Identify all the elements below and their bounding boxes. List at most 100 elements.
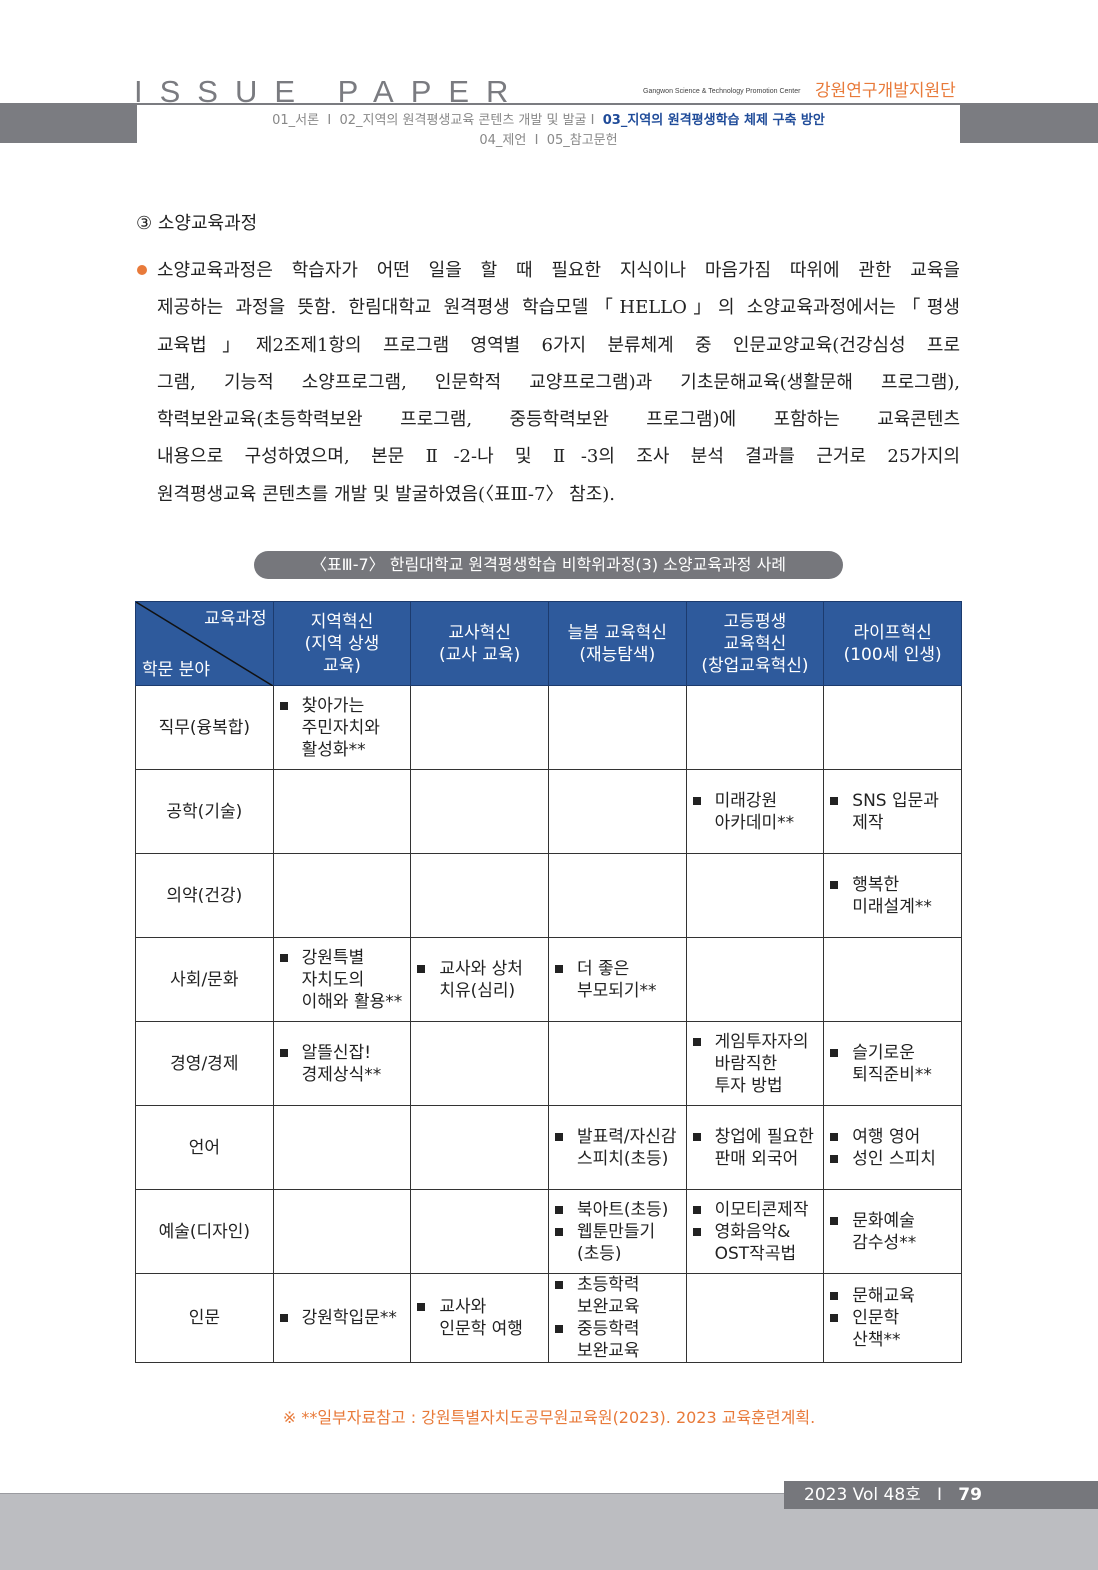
table-row: 의약(건강) 행복한 미래설계**: [135, 853, 962, 938]
column-header: 교사혁신 (교사 교육): [410, 601, 549, 686]
corner-bottom-label: 학문 분야: [142, 660, 210, 680]
cell-bullet-item: 알뜰신잡! 경제상식**: [278, 1042, 411, 1086]
cell-bullet-item: 북아트(초등): [553, 1199, 686, 1221]
table-cell: [823, 937, 962, 1022]
table-cell: [272, 1105, 412, 1190]
column-header: 늘봄 교육혁신 (재능탐색): [547, 601, 687, 686]
body-paragraph: 소양교육과정은 학습자가 어떤 일을 할 때 필요한 지식이나 마음가짐 따위에…: [137, 252, 960, 513]
table-cell: 미래강원 아카데미**: [685, 769, 825, 854]
cell-bullet-item: 여행 영어: [828, 1126, 961, 1148]
table-row: 직무(융복합) 찾아가는 주민자치와 활성화**: [135, 685, 962, 770]
cell-bullet-item: 창업에 필요한 판매 외국어: [691, 1126, 824, 1170]
cell-bullet-item: 초등학력 보완교육: [553, 1274, 686, 1318]
row-category: 사회/문화: [135, 937, 274, 1022]
table-row: 경영/경제 알뜰신잡! 경제상식** 게임투자자의 바람직한 투자 방법 슬기로운 퇴…: [135, 1021, 962, 1106]
table-cell: 여행 영어 성인 스피치: [823, 1105, 962, 1190]
table-cell: [823, 685, 962, 770]
table-cell: 찾아가는 주민자치와 활성화**: [272, 685, 412, 770]
nav-separator: I: [590, 113, 595, 128]
page-footer: 2023 Vol 48호 I 79: [784, 1481, 1098, 1509]
paragraph-line: 그램, 기능적 소양프로그램, 인문학적 교양프로그램)과 기초문해교육(생활문…: [157, 371, 960, 393]
row-category: 예술(디자인): [135, 1189, 274, 1274]
table-cell: 강원특별 자치도의 이해와 활용**: [272, 937, 412, 1022]
corner-top-label: 교육과정: [204, 609, 267, 629]
bullet-icon: [137, 265, 147, 275]
header-bar-left: [0, 103, 137, 143]
organization-name-ko: 강원연구개발지원단: [815, 81, 956, 101]
table-row: 공학(기술) 미래강원 아카데미** SNS 입문과 제작: [135, 769, 962, 854]
issue-paper-title: ISSUE PAPER: [134, 74, 526, 109]
table-cell: 초등학력 보완교육 중등학력 보완교육: [547, 1273, 687, 1363]
nav-item-intro[interactable]: 01_서론: [272, 113, 320, 128]
paragraph-line: 학력보완교육(초등학력보완 프로그램, 중등학력보완 프로그램)에 포함하는 교…: [157, 409, 960, 431]
cell-bullet-item: 인문학 산책**: [828, 1307, 961, 1351]
table-cell: [272, 769, 412, 854]
issue-number: 2023 Vol 48호: [804, 1485, 921, 1505]
curriculum-table: 교육과정 학문 분야 지역혁신 (지역 상생 교육) 교사혁신 (교사 교육) 늘봄…: [135, 601, 962, 1363]
corner-header-cell: 교육과정 학문 분야: [135, 601, 274, 686]
cell-bullet-item: 강원특별 자치도의 이해와 활용**: [278, 947, 411, 1013]
table-cell: [410, 685, 549, 770]
table-cell: [685, 853, 825, 938]
table-cell: [547, 853, 687, 938]
cell-bullet-item: 문화예술 감수성**: [828, 1210, 961, 1254]
table-caption: 〈표Ⅲ-7〉 한림대학교 원격평생학습 비학위과정(3) 소양교육과정 사례: [254, 551, 843, 579]
table-header-row: 교육과정 학문 분야 지역혁신 (지역 상생 교육) 교사혁신 (교사 교육) 늘봄…: [135, 601, 962, 686]
cell-bullet-item: 이모티콘제작: [691, 1199, 824, 1221]
table-row: 언어 발표력/자신감 스피치(초등) 창업에 필요한 판매 외국어 여행 영어 성인 스…: [135, 1105, 962, 1190]
row-category: 직무(융복합): [135, 685, 274, 770]
cell-bullet-item: 성인 스피치: [828, 1148, 961, 1170]
table-row: 예술(디자인) 북아트(초등) 웹툰만들기 (초등) 이모티콘제작 영화음악& OST작…: [135, 1189, 962, 1274]
row-category: 의약(건강): [135, 853, 274, 938]
column-header: 지역혁신 (지역 상생 교육): [272, 601, 412, 686]
cell-bullet-item: 더 좋은 부모되기**: [553, 958, 686, 1002]
cell-bullet-item: 발표력/자신감 스피치(초등): [553, 1126, 686, 1170]
table-cell: [547, 1021, 687, 1106]
table-cell: [547, 769, 687, 854]
source-note: ※ **일부자료참고 : 강원특별자치도공무원교육원(2023). 2023 교…: [282, 1408, 816, 1427]
table-cell: [685, 1273, 825, 1363]
table-cell: [410, 1105, 549, 1190]
cell-bullet-item: 미래강원 아카데미**: [691, 790, 824, 834]
table-cell: 문화예술 감수성**: [823, 1189, 962, 1274]
header-bar-right: [960, 103, 1098, 143]
cell-bullet-item: 중등학력 보완교육: [553, 1318, 686, 1362]
column-header: 고등평생 교육혁신 (창업교육혁신): [685, 601, 825, 686]
table-cell: 알뜰신잡! 경제상식**: [272, 1021, 412, 1106]
nav-item-proposal[interactable]: 04_제언: [479, 133, 527, 148]
nav-item-chapter3-current[interactable]: 03_지역의 원격평생학습 체제 구축 방안: [602, 113, 825, 128]
table-cell: 발표력/자신감 스피치(초등): [547, 1105, 687, 1190]
table-cell: [410, 853, 549, 938]
organization-name-en: Gangwon Science & Technology Promotion C…: [643, 88, 801, 95]
cell-bullet-item: 문해교육: [828, 1285, 961, 1307]
table-cell: [547, 685, 687, 770]
table-cell: 더 좋은 부모되기**: [547, 937, 687, 1022]
cell-bullet-item: 교사와 상처 치유(심리): [415, 958, 548, 1002]
table-row: 인문 강원학입문** 교사와 인문학 여행 초등학력 보완교육 중등학력 보완교육 문해교…: [135, 1273, 962, 1363]
table-cell: 행복한 미래설계**: [823, 853, 962, 938]
cell-bullet-item: 게임투자자의 바람직한 투자 방법: [691, 1031, 824, 1097]
paragraph-line: 원격평생교육 콘텐츠를 개발 및 발굴하였음(〈표Ⅲ-7〉 참조).: [157, 483, 616, 505]
cell-bullet-item: 슬기로운 퇴직준비**: [828, 1042, 961, 1086]
paragraph-line: 내용으로 구성하였으며, 본문 Ⅱ-2-나 및 Ⅱ-3의 조사 분석 결과를 근…: [157, 446, 960, 468]
chapter-nav: 01_서론 I 02_지역의 원격평생교육 콘텐츠 개발 및 발굴 I 03_지…: [137, 111, 960, 151]
table-cell: 교사와 상처 치유(심리): [410, 937, 549, 1022]
table-cell: 창업에 필요한 판매 외국어: [685, 1105, 825, 1190]
table-cell: 게임투자자의 바람직한 투자 방법: [685, 1021, 825, 1106]
nav-item-chapter2[interactable]: 02_지역의 원격평생교육 콘텐츠 개발 및 발굴: [339, 113, 587, 128]
table-cell: [685, 937, 825, 1022]
table-cell: 북아트(초등) 웹툰만들기 (초등): [547, 1189, 687, 1274]
table-cell: [410, 1021, 549, 1106]
row-category: 경영/경제: [135, 1021, 274, 1106]
footer-separator: I: [937, 1485, 943, 1505]
table-cell: [685, 685, 825, 770]
row-category: 공학(기술): [135, 769, 274, 854]
nav-item-references[interactable]: 05_참고문헌: [546, 133, 618, 148]
table-cell: [410, 769, 549, 854]
table-cell: [272, 853, 412, 938]
table-cell: 슬기로운 퇴직준비**: [823, 1021, 962, 1106]
cell-bullet-item: 웹툰만들기 (초등): [553, 1221, 686, 1265]
paragraph-line: 제공하는 과정을 뜻함. 한림대학교 원격평생 학습모델「HELLO」의 소양교…: [157, 297, 960, 319]
table-cell: [410, 1189, 549, 1274]
cell-bullet-item: 강원학입문**: [278, 1307, 411, 1329]
